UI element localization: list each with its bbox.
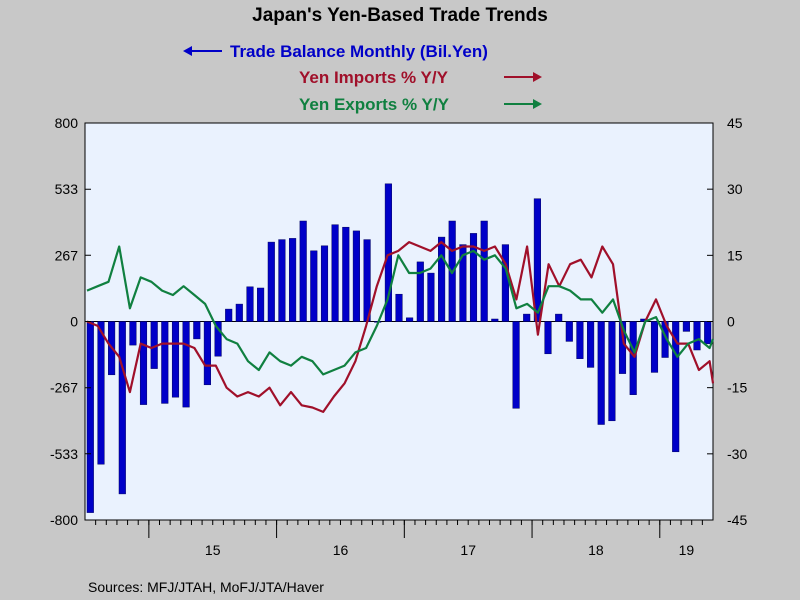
left-tick-label: 0 bbox=[70, 314, 78, 330]
trade-balance-bar bbox=[289, 238, 297, 322]
trade-balance-bar bbox=[129, 321, 137, 346]
trade-balance-bar bbox=[491, 318, 499, 322]
trade-balance-bar bbox=[523, 313, 531, 322]
trade-balance-bar bbox=[682, 321, 690, 332]
trade-balance-bars bbox=[86, 183, 712, 513]
trade-balance-bar bbox=[480, 220, 488, 322]
legend: Trade Balance Monthly (Bil.Yen) Yen Impo… bbox=[183, 42, 542, 114]
trade-balance-bar bbox=[139, 321, 148, 405]
trade-balance-bar bbox=[438, 236, 446, 322]
trade-balance-bar bbox=[704, 321, 712, 345]
trade-balance-bar bbox=[118, 321, 126, 495]
right-tick-label: 45 bbox=[727, 115, 743, 131]
legend-imports-arrowhead bbox=[533, 72, 542, 82]
trade-balance-bar bbox=[587, 321, 595, 368]
trade-balance-bar bbox=[512, 321, 520, 409]
trade-balance-bar bbox=[278, 239, 286, 322]
right-tick-label: -30 bbox=[727, 446, 747, 462]
trade-balance-bar bbox=[193, 321, 201, 340]
trade-balance-bar bbox=[629, 321, 637, 395]
trade-balance-bar bbox=[182, 321, 190, 408]
exports-line bbox=[86, 245, 715, 376]
trade-balance-bar bbox=[672, 321, 680, 453]
trade-balance-bar bbox=[501, 244, 509, 322]
legend-exports: Yen Exports % Y/Y bbox=[299, 95, 542, 114]
trade-balance-bar bbox=[544, 321, 552, 355]
right-tick-label: 15 bbox=[727, 247, 743, 263]
year-label: 17 bbox=[460, 542, 476, 558]
right-tick-label: -15 bbox=[727, 380, 747, 396]
yy-lines bbox=[86, 241, 715, 413]
source-note: Sources: MFJ/JTAH, MoFJ/JTA/Haver bbox=[88, 579, 324, 595]
imports-line bbox=[86, 241, 715, 413]
trade-balance-bar bbox=[214, 321, 222, 357]
legend-imports-label: Yen Imports % Y/Y bbox=[299, 68, 449, 87]
left-tick-label: -267 bbox=[50, 380, 78, 396]
trade-balance-bar bbox=[161, 321, 169, 404]
legend-trade-balance-label: Trade Balance Monthly (Bil.Yen) bbox=[230, 42, 488, 61]
trade-balance-bar bbox=[576, 321, 584, 359]
trade-balance-bar bbox=[310, 250, 318, 322]
trade-balance-bar bbox=[363, 239, 371, 322]
trade-balance-bar bbox=[257, 287, 265, 322]
left-tick-label: 533 bbox=[55, 181, 79, 197]
left-tick-label: 267 bbox=[55, 247, 79, 263]
trade-balance-bar bbox=[342, 226, 350, 322]
legend-exports-arrowhead bbox=[533, 99, 542, 109]
left-tick-label: -533 bbox=[50, 446, 78, 462]
trade-balance-bar bbox=[693, 321, 701, 351]
trade-balance-bar bbox=[171, 321, 180, 398]
legend-trade-balance: Trade Balance Monthly (Bil.Yen) bbox=[183, 42, 488, 61]
legend-trade-balance-arrowhead bbox=[183, 46, 192, 56]
trade-balance-bar bbox=[352, 230, 360, 322]
trade-balance-bar bbox=[597, 321, 605, 425]
trade-balance-bar bbox=[416, 261, 424, 322]
trade-balance-bar bbox=[406, 317, 414, 322]
trade-balance-bar bbox=[533, 198, 541, 322]
trade-balance-bar bbox=[225, 308, 233, 322]
year-label: 18 bbox=[588, 542, 604, 558]
trade-balance-bar bbox=[459, 244, 467, 322]
trade-balance-bar bbox=[555, 313, 563, 322]
trade-balance-bar bbox=[97, 321, 105, 465]
trade-balance-bar bbox=[331, 224, 339, 322]
left-tick-label: 800 bbox=[55, 115, 79, 131]
trade-balance-bar bbox=[299, 220, 307, 322]
trade-balance-bar bbox=[267, 241, 275, 322]
chart-title: Japan's Yen-Based Trade Trends bbox=[252, 5, 548, 26]
trade-balance-bar bbox=[246, 286, 254, 322]
trade-balance-bar bbox=[235, 303, 243, 322]
year-label: 16 bbox=[333, 542, 349, 558]
trade-balance-bar bbox=[469, 233, 478, 322]
right-tick-label: -45 bbox=[727, 512, 747, 528]
trade-balance-bar bbox=[565, 321, 573, 342]
trade-balance-bar bbox=[650, 321, 659, 373]
legend-imports: Yen Imports % Y/Y bbox=[299, 68, 542, 87]
year-label: 19 bbox=[679, 542, 695, 558]
trade-balance-bar bbox=[395, 293, 403, 322]
axes: 800 533 267 0 -267 -533 -800 45 30 15 0 -15 -30 -45 15… bbox=[50, 115, 747, 558]
trade-balance-bar bbox=[86, 321, 94, 513]
left-tick-label: -800 bbox=[50, 512, 78, 528]
right-tick-label: 30 bbox=[727, 181, 743, 197]
trade-balance-bar bbox=[320, 245, 329, 322]
year-label: 15 bbox=[205, 542, 221, 558]
trade-balance-bar bbox=[203, 321, 211, 386]
legend-exports-label: Yen Exports % Y/Y bbox=[299, 95, 450, 114]
right-tick-label: 0 bbox=[727, 314, 735, 330]
trade-balance-bar bbox=[608, 321, 616, 422]
trade-balance-bar bbox=[427, 272, 435, 322]
